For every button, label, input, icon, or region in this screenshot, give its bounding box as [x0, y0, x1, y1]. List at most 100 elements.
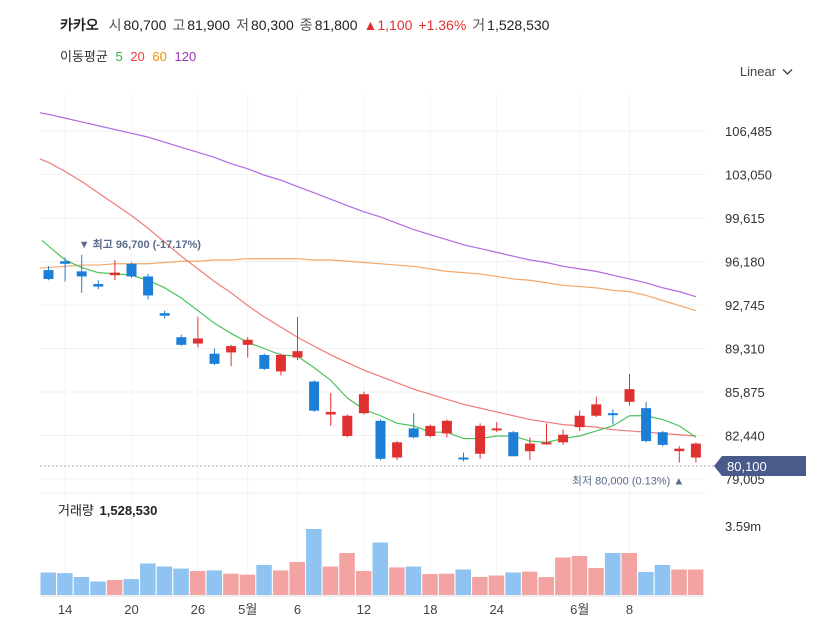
candle — [93, 280, 104, 290]
y-tick-label: 85,875 — [725, 385, 765, 400]
volume-bar — [438, 573, 455, 595]
high-label: 고 — [172, 17, 186, 33]
candle-body — [508, 432, 519, 457]
volume-panel-label: 거래량 — [58, 503, 94, 518]
candle-body — [342, 415, 353, 437]
high-value: 81,900 — [187, 17, 231, 33]
stock-name: 카카오 — [60, 17, 99, 33]
candle — [674, 446, 685, 463]
volume-max-label: 3.59m — [725, 519, 761, 534]
current-price-tag — [714, 456, 806, 476]
volume-bar — [405, 566, 422, 595]
ma120-line — [39, 112, 697, 298]
candle — [292, 316, 303, 361]
open-label: 시 — [108, 17, 122, 33]
candle — [76, 254, 87, 293]
volume-bar — [123, 579, 139, 595]
volume-bar — [488, 575, 505, 595]
candle — [242, 337, 253, 358]
volume-bar — [604, 553, 621, 595]
low-value: 80,300 — [250, 17, 294, 33]
volume-bar — [189, 571, 206, 595]
candle — [159, 310, 170, 319]
candle — [126, 262, 137, 278]
volume-bar — [289, 562, 305, 595]
candle — [60, 257, 71, 282]
volume-bar — [73, 577, 90, 595]
candle — [607, 409, 618, 425]
candle — [524, 437, 535, 461]
candle — [109, 259, 120, 281]
candle-body — [674, 448, 685, 452]
y-tick-label: 106,485 — [725, 124, 772, 139]
candle-body — [109, 272, 120, 276]
candle-body — [325, 411, 336, 415]
candle-body — [607, 413, 618, 416]
x-axis: 14 20 26 5월 6 12 18 24 6월 8 — [40, 595, 705, 617]
candle-body — [624, 389, 635, 402]
x-tick-label: 14 — [58, 602, 72, 617]
candle — [143, 273, 154, 300]
candle-body — [43, 270, 54, 279]
ma20-line — [39, 158, 696, 437]
volume-bar — [239, 574, 256, 595]
volume-bar — [173, 568, 189, 595]
volume-bar — [106, 580, 123, 595]
candle-body — [591, 404, 602, 416]
candle — [342, 414, 353, 438]
candle-body — [192, 338, 203, 344]
ma-legend-20[interactable]: 20 — [130, 49, 145, 64]
x-tick-label: 20 — [124, 602, 138, 617]
volume-bar — [687, 569, 704, 595]
volume-bar — [90, 581, 106, 595]
candle — [275, 353, 286, 376]
grid-lines — [40, 95, 705, 595]
change-percent: +1.36% — [418, 17, 467, 33]
x-tick-label: 6월 — [570, 602, 589, 617]
ma-legend-120[interactable]: 120 — [174, 49, 197, 64]
candle — [209, 348, 220, 366]
moving-average-lines — [39, 112, 697, 443]
volume-bar — [521, 571, 538, 595]
candle-body — [143, 276, 154, 296]
y-tick-label: 89,310 — [725, 342, 765, 357]
change-value: ▲1,100 — [363, 17, 413, 33]
ma-legend-label: 이동평균 — [60, 49, 108, 64]
volume-bar — [505, 572, 521, 595]
close-value: 81,800 — [314, 17, 358, 33]
x-tick-label: 18 — [423, 602, 437, 617]
volume-value: 1,528,530 — [487, 17, 550, 33]
moving-average-legend: 이동평균 5 20 60 120 — [60, 46, 200, 65]
volume-bar — [588, 568, 604, 595]
y-tick-label: 82,440 — [725, 429, 765, 444]
volume-bar — [654, 565, 671, 595]
y-axis: 106,485 103,050 99,615 96,180 92,745 89,310 85… — [725, 124, 772, 487]
volume-bar — [372, 542, 388, 595]
y-tick-label: 99,615 — [725, 211, 765, 226]
volume-bar — [140, 563, 156, 595]
volume-bar — [621, 553, 637, 595]
candle — [441, 419, 452, 438]
volume-bar — [322, 566, 339, 595]
candle — [558, 429, 569, 445]
candle-body — [524, 443, 535, 452]
ma-legend-5[interactable]: 5 — [115, 49, 123, 64]
candle-body — [690, 443, 701, 458]
candle-body — [159, 313, 170, 316]
candle-body — [408, 428, 419, 438]
volume-bar — [306, 529, 322, 595]
ma-legend-60[interactable]: 60 — [152, 49, 167, 64]
ma60-line — [39, 258, 697, 312]
scale-dropdown[interactable]: Linear — [740, 64, 793, 79]
volume-bar — [339, 553, 355, 595]
max-annotation: ▼ 최고 96,700 (-17.17%) — [79, 237, 202, 251]
candle — [458, 452, 469, 462]
candle-body — [375, 420, 386, 459]
candle — [641, 401, 652, 443]
candle — [591, 396, 602, 418]
candle — [624, 373, 635, 406]
candle-body — [425, 425, 436, 437]
x-tick-label: 8 — [626, 602, 633, 617]
candle-body — [574, 415, 585, 428]
